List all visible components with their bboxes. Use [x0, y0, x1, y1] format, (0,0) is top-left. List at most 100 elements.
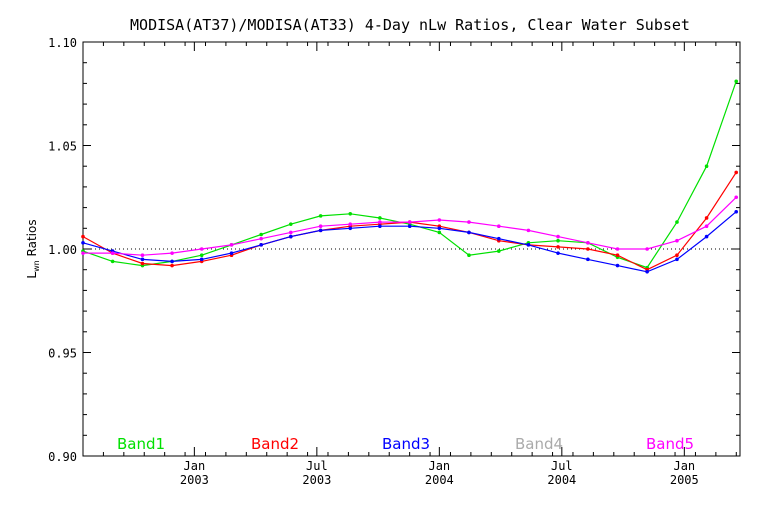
data-point-band3: [437, 226, 442, 231]
data-point-band5: [437, 218, 442, 222]
data-point-band5: [199, 247, 204, 251]
data-point-band5: [110, 251, 115, 255]
legend-band4: Band4: [515, 435, 563, 453]
series-lines: [81, 79, 739, 274]
data-point-band3: [467, 230, 471, 235]
data-point-band3: [497, 236, 501, 241]
series-band1: [81, 79, 739, 270]
y-tick-label: 1.10: [48, 36, 77, 50]
chart-title: MODISA(AT37)/MODISA(AT33) 4-Day nLw Rati…: [130, 16, 690, 34]
data-point-band5: [229, 243, 234, 247]
data-point-band3: [259, 243, 263, 247]
data-point-band2: [556, 245, 560, 249]
y-axis-label: Lwn Ratios: [25, 219, 41, 278]
y-tick-label: 0.90: [48, 450, 77, 464]
data-point-band2: [170, 263, 174, 268]
data-point-band1: [497, 249, 501, 253]
data-point-band1: [704, 164, 709, 168]
data-point-band3: [229, 251, 234, 255]
data-point-band5: [556, 234, 560, 239]
series-line-band1: [82, 81, 737, 269]
data-point-band5: [407, 220, 412, 224]
data-point-band1: [437, 230, 442, 235]
legend-band3: Band3: [382, 435, 430, 453]
x-tick-year: 2004: [425, 473, 454, 487]
legend-band1: Band1: [117, 435, 165, 453]
data-point-band5: [170, 251, 174, 255]
data-point-band2: [586, 247, 590, 251]
data-point-band2: [704, 216, 709, 220]
data-point-band5: [378, 220, 382, 224]
data-point-band5: [645, 247, 649, 251]
data-point-band5: [704, 224, 709, 229]
data-point-band1: [675, 220, 679, 224]
x-tick-month: Jan: [428, 459, 450, 473]
data-point-band5: [318, 224, 323, 229]
data-point-band2: [615, 253, 620, 258]
data-point-band5: [497, 224, 501, 229]
legend-band2: Band2: [251, 435, 299, 453]
data-point-band3: [586, 257, 590, 262]
x-tick-month: Jan: [184, 459, 206, 473]
data-point-band3: [526, 243, 531, 247]
series-band5: [81, 195, 739, 258]
y-tick-label: 1.00: [48, 243, 77, 257]
data-point-band1: [318, 214, 323, 218]
x-tick-year: 2005: [670, 473, 699, 487]
y-axis-label-rest: Ratios: [25, 219, 39, 260]
data-point-band1: [378, 216, 382, 220]
data-point-band5: [526, 228, 531, 233]
x-tick-month: Jul: [551, 459, 573, 473]
data-point-band3: [556, 251, 560, 255]
y-tick-label: 0.95: [48, 347, 77, 361]
data-point-band5: [615, 247, 620, 251]
y-axis-label-main: L: [25, 272, 39, 279]
data-point-band2: [734, 170, 739, 175]
data-point-band2: [81, 234, 85, 239]
data-point-band3: [675, 257, 679, 262]
legend: Band1 Band2 Band3 Band4 Band5: [117, 435, 694, 453]
data-point-band3: [140, 257, 145, 262]
data-point-band2: [140, 261, 145, 266]
data-point-band1: [110, 259, 115, 264]
data-point-band5: [259, 236, 263, 241]
data-point-band3: [615, 263, 620, 268]
data-point-band1: [348, 212, 353, 216]
x-tick-year: 2003: [180, 473, 209, 487]
data-point-band3: [288, 234, 293, 239]
data-point-band3: [645, 269, 649, 274]
x-tick-month: Jan: [673, 459, 695, 473]
data-point-band3: [318, 228, 323, 233]
data-point-band3: [348, 226, 353, 231]
data-point-band5: [586, 240, 590, 245]
data-point-band1: [734, 79, 739, 84]
data-point-band3: [704, 234, 709, 239]
x-tick-year: 2004: [547, 473, 576, 487]
x-tick-month: Jul: [306, 459, 328, 473]
data-point-band3: [734, 209, 739, 214]
y-axis-label-subscript: wn: [32, 260, 41, 272]
data-point-band1: [467, 253, 471, 258]
data-point-band3: [378, 224, 382, 229]
y-tick-label: 1.05: [48, 140, 77, 154]
data-point-band1: [259, 232, 263, 237]
data-point-band5: [675, 238, 679, 243]
data-point-band5: [734, 195, 739, 200]
data-point-band3: [199, 257, 204, 262]
legend-band5: Band5: [646, 435, 694, 453]
data-point-band3: [81, 240, 85, 245]
x-tick-year: 2003: [302, 473, 331, 487]
data-point-band1: [556, 238, 560, 243]
data-point-band3: [170, 259, 174, 264]
data-point-band5: [348, 222, 353, 226]
data-point-band2: [675, 253, 679, 258]
data-point-band1: [199, 253, 204, 258]
y-axis: 0.90 0.95 1.00 1.05 1.10: [48, 36, 740, 464]
data-point-band5: [467, 220, 471, 224]
data-point-band5: [81, 251, 85, 255]
series-band3: [81, 209, 739, 274]
data-point-band3: [407, 224, 412, 229]
data-point-band5: [140, 253, 145, 258]
